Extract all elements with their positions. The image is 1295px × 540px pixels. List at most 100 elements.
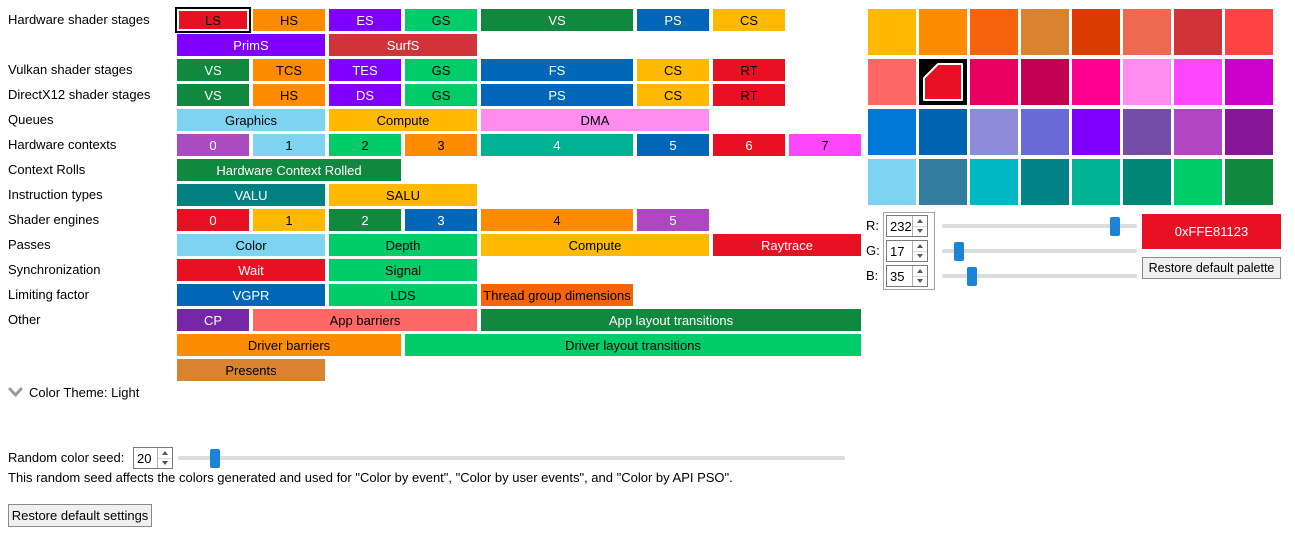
color-button[interactable]: VGPR	[177, 284, 325, 306]
palette-swatch[interactable]	[1225, 9, 1273, 55]
blue-spinbox-input[interactable]	[887, 266, 912, 286]
color-button[interactable]: 4	[481, 209, 633, 231]
color-button[interactable]: DS	[329, 84, 401, 106]
blue-slider-track[interactable]	[942, 274, 1137, 278]
color-button[interactable]: Presents	[177, 359, 325, 381]
spin-down-button[interactable]	[913, 252, 927, 262]
color-button[interactable]: Depth	[329, 234, 477, 256]
color-button[interactable]: Graphics	[177, 109, 325, 131]
spin-up-button[interactable]	[158, 448, 172, 459]
color-button[interactable]: Wait	[177, 259, 325, 281]
red-slider-track[interactable]	[942, 224, 1137, 228]
color-button[interactable]: Hardware Context Rolled	[177, 159, 401, 181]
color-button[interactable]: 3	[405, 134, 477, 156]
seed-spinbox[interactable]	[133, 447, 173, 469]
color-button[interactable]: 1	[253, 209, 325, 231]
color-button[interactable]: PS	[481, 84, 633, 106]
color-button[interactable]: 7	[789, 134, 861, 156]
color-button[interactable]: SurfS	[329, 34, 477, 56]
palette-swatch[interactable]	[1174, 59, 1222, 105]
green-slider-handle[interactable]	[954, 241, 965, 261]
color-button[interactable]: SALU	[329, 184, 477, 206]
spin-down-button[interactable]	[913, 277, 927, 287]
palette-swatch[interactable]	[1174, 9, 1222, 55]
green-spinbox[interactable]	[886, 240, 928, 262]
color-button[interactable]: VALU	[177, 184, 325, 206]
palette-swatch[interactable]	[1225, 109, 1273, 155]
color-button[interactable]: LS	[175, 7, 251, 33]
color-button[interactable]: 0	[177, 209, 249, 231]
color-button[interactable]: 5	[637, 209, 709, 231]
seed-slider-track[interactable]	[178, 456, 845, 460]
color-button[interactable]: 2	[329, 209, 401, 231]
color-button[interactable]: DMA	[481, 109, 709, 131]
palette-swatch[interactable]	[1123, 59, 1171, 105]
red-slider-handle[interactable]	[1110, 216, 1121, 236]
color-button[interactable]: 3	[405, 209, 477, 231]
palette-swatch[interactable]	[1225, 59, 1273, 105]
color-button[interactable]: VS	[177, 59, 249, 81]
color-button[interactable]: FS	[481, 59, 633, 81]
color-button[interactable]: 2	[329, 134, 401, 156]
color-button[interactable]: PS	[637, 9, 709, 31]
spin-down-button[interactable]	[913, 227, 927, 237]
green-slider-track[interactable]	[942, 249, 1137, 253]
color-button[interactable]: Signal	[329, 259, 477, 281]
restore-default-palette-button[interactable]: Restore default palette	[1142, 257, 1281, 279]
color-button[interactable]: HS	[253, 9, 325, 31]
color-button[interactable]: 5	[637, 134, 709, 156]
color-button[interactable]: Compute	[481, 234, 709, 256]
spin-up-button[interactable]	[913, 266, 927, 277]
color-button[interactable]: PrimS	[177, 34, 325, 56]
color-button[interactable]: Compute	[329, 109, 477, 131]
color-button[interactable]: CS	[713, 9, 785, 31]
color-theme-row[interactable]: Color Theme: Light	[8, 383, 139, 401]
palette-swatch[interactable]	[919, 159, 967, 205]
palette-swatch[interactable]	[1021, 109, 1069, 155]
palette-swatch[interactable]	[1174, 159, 1222, 205]
blue-slider-handle[interactable]	[967, 266, 978, 286]
palette-swatch[interactable]	[1123, 159, 1171, 205]
color-button[interactable]: LDS	[329, 284, 477, 306]
palette-swatch[interactable]	[868, 159, 916, 205]
red-spinbox[interactable]	[886, 215, 928, 237]
color-button[interactable]: VS	[481, 9, 633, 31]
palette-swatch[interactable]	[1072, 109, 1120, 155]
spin-up-button[interactable]	[913, 241, 927, 252]
color-button[interactable]: TES	[329, 59, 401, 81]
color-button[interactable]: GS	[405, 59, 477, 81]
palette-swatch[interactable]	[1021, 59, 1069, 105]
color-button[interactable]: App layout transitions	[481, 309, 861, 331]
palette-swatch[interactable]	[1123, 109, 1171, 155]
color-button[interactable]: ES	[329, 9, 401, 31]
palette-swatch[interactable]	[1072, 59, 1120, 105]
palette-swatch[interactable]	[1174, 109, 1222, 155]
blue-spinbox[interactable]	[886, 265, 928, 287]
palette-swatch[interactable]	[1021, 9, 1069, 55]
color-button[interactable]: CS	[637, 59, 709, 81]
palette-swatch[interactable]	[1225, 159, 1273, 205]
color-button[interactable]: HS	[253, 84, 325, 106]
palette-swatch[interactable]	[1072, 159, 1120, 205]
palette-swatch[interactable]	[919, 109, 967, 155]
color-button[interactable]: App barriers	[253, 309, 477, 331]
palette-swatch[interactable]	[868, 9, 916, 55]
palette-swatch[interactable]	[919, 9, 967, 55]
green-spinbox-input[interactable]	[887, 241, 912, 261]
color-button[interactable]: VS	[177, 84, 249, 106]
color-button[interactable]: Thread group dimensions	[481, 284, 633, 306]
spin-down-button[interactable]	[158, 459, 172, 469]
restore-default-settings-button[interactable]: Restore default settings	[8, 504, 152, 527]
color-button[interactable]: Raytrace	[713, 234, 861, 256]
color-button[interactable]: Color	[177, 234, 325, 256]
color-button[interactable]: 4	[481, 134, 633, 156]
color-button[interactable]: 6	[713, 134, 785, 156]
palette-swatch[interactable]	[1072, 9, 1120, 55]
color-button[interactable]: RT	[713, 84, 785, 106]
palette-swatch-selected[interactable]	[919, 59, 967, 105]
color-button[interactable]: CS	[637, 84, 709, 106]
color-button[interactable]: 0	[177, 134, 249, 156]
seed-spinbox-input[interactable]	[134, 448, 157, 468]
palette-swatch[interactable]	[970, 59, 1018, 105]
color-button[interactable]: GS	[405, 84, 477, 106]
